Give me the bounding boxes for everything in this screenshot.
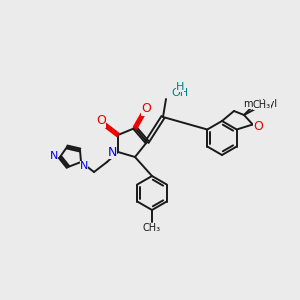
Text: N: N [50, 151, 58, 161]
Text: OH: OH [171, 88, 188, 98]
Text: O: O [141, 103, 151, 116]
Text: O: O [96, 115, 106, 128]
Text: CH₃: CH₃ [143, 223, 161, 233]
Text: H: H [176, 82, 184, 92]
Text: N: N [107, 146, 117, 158]
Text: CH₃: CH₃ [253, 100, 271, 110]
Text: O: O [253, 120, 263, 133]
Text: methyl: methyl [243, 99, 277, 109]
Text: N: N [80, 161, 88, 171]
